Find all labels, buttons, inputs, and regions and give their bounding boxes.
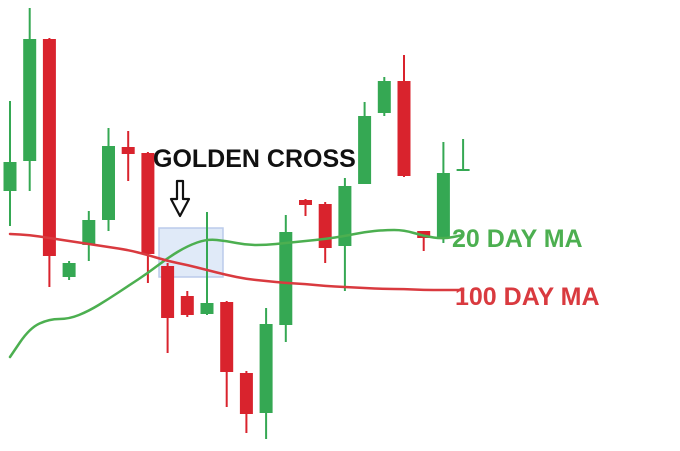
down-arrow-icon	[169, 179, 191, 218]
candle-body-8	[161, 266, 175, 318]
candle-14	[279, 215, 293, 342]
ma100-line	[8, 232, 465, 292]
candle-body-15	[299, 200, 312, 205]
candle-body-16	[318, 204, 332, 248]
candle-16	[318, 202, 332, 263]
candle-22	[436, 142, 450, 243]
candle-13	[259, 308, 273, 439]
candle-4	[82, 211, 96, 261]
candle-body-4	[82, 220, 96, 245]
candle-7	[141, 152, 155, 283]
candle-3	[62, 261, 76, 280]
candle-body-5	[102, 146, 115, 220]
candle-body-12	[239, 373, 253, 414]
annotation-layer: GOLDEN CROSS 20 DAY MA 100 DAY MA	[153, 145, 600, 311]
candle-body-14	[279, 232, 293, 325]
candle-12	[239, 371, 253, 433]
candle-11	[220, 301, 234, 407]
candle-2	[42, 38, 56, 287]
candle-body-3	[62, 263, 76, 277]
ma100-label: 100 DAY MA	[455, 283, 600, 311]
candle-body-11	[220, 302, 234, 372]
candle-15	[299, 199, 312, 216]
candle-23	[456, 139, 470, 171]
candle-body-22	[436, 173, 450, 238]
candle-6	[121, 131, 135, 181]
candle-body-20	[397, 81, 411, 176]
candle-body-18	[358, 116, 372, 184]
candle-20	[397, 55, 411, 177]
ma20-label: 20 DAY MA	[452, 225, 583, 253]
candle-18	[358, 102, 372, 184]
candle-0	[3, 101, 17, 226]
candles-layer	[3, 8, 470, 439]
candle-17	[338, 178, 352, 291]
candle-body-7	[141, 153, 155, 254]
candle-9	[180, 291, 194, 317]
candle-10	[200, 212, 214, 315]
ma20-line	[8, 228, 465, 359]
candle-body-6	[121, 147, 135, 154]
candle-body-10	[200, 303, 214, 314]
candle-1	[23, 8, 37, 191]
candle-body-2	[42, 39, 56, 256]
candle-19	[377, 77, 391, 116]
candle-body-17	[338, 186, 352, 246]
moving-average-layer	[8, 228, 465, 359]
candle-body-13	[259, 324, 273, 413]
candle-body-0	[3, 162, 17, 191]
candle-body-19	[377, 81, 391, 113]
candle-body-23	[456, 169, 470, 171]
candle-5	[102, 128, 115, 231]
candle-8	[161, 263, 175, 353]
golden-cross-label: GOLDEN CROSS	[153, 145, 356, 173]
candle-body-1	[23, 39, 37, 161]
candle-body-9	[180, 296, 194, 315]
